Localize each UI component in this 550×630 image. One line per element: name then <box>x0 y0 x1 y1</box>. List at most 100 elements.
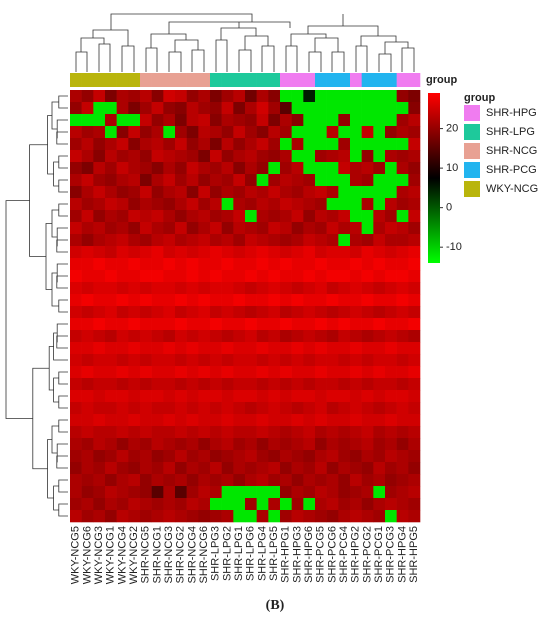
heatmap-cell <box>105 342 117 355</box>
heatmap-cell <box>256 390 269 403</box>
column-label: SHR-PCG3 <box>385 526 397 583</box>
heatmap-cell <box>385 438 397 451</box>
heatmap-cell <box>116 174 129 187</box>
heatmap-cell <box>116 510 129 523</box>
heatmap-cell <box>326 426 339 439</box>
heatmap-cell <box>361 306 374 319</box>
heatmap-cell <box>116 198 129 211</box>
heatmap-cell <box>350 114 362 127</box>
heatmap-cell <box>408 282 421 295</box>
heatmap-cell <box>93 510 106 523</box>
heatmap-cell <box>245 210 257 223</box>
heatmap-cell <box>385 198 397 211</box>
color-bar-label: 10 <box>446 162 458 174</box>
heatmap-cell <box>396 390 409 403</box>
heatmap-cell <box>116 234 129 247</box>
heatmap-cell <box>151 270 164 283</box>
heatmap-cell <box>326 318 339 331</box>
heatmap-cell <box>210 186 222 199</box>
heatmap-cell <box>268 306 281 319</box>
heatmap-cell <box>361 354 374 367</box>
heatmap-cell <box>361 234 374 247</box>
heatmap-cell <box>175 246 187 259</box>
heatmap-cell <box>151 162 164 175</box>
heatmap-cell <box>303 498 316 511</box>
heatmap-cell <box>373 174 386 187</box>
heatmap-cell <box>93 330 106 343</box>
heatmap-cell <box>315 126 327 139</box>
heatmap-cell <box>116 390 129 403</box>
heatmap-cell <box>385 330 397 343</box>
heatmap-cell <box>151 342 164 355</box>
heatmap-cell <box>326 402 339 415</box>
heatmap-cell <box>291 282 304 295</box>
dendrogram-branch <box>56 227 68 247</box>
heatmap-cell <box>233 402 246 415</box>
heatmap-cell <box>128 174 141 187</box>
heatmap-cell <box>210 438 222 451</box>
heatmap-cell <box>385 270 397 283</box>
dendrogram-branch <box>58 179 68 193</box>
heatmap-cell <box>151 462 164 475</box>
heatmap-cell <box>268 366 281 379</box>
heatmap-cell <box>198 282 211 295</box>
heatmap-cell <box>256 210 269 223</box>
heatmap-cell <box>245 102 257 115</box>
heatmap-cell <box>81 90 94 103</box>
heatmap-cell <box>116 450 129 463</box>
heatmap-cell <box>198 258 211 271</box>
heatmap-cell <box>350 234 362 247</box>
group-annotation <box>81 73 94 87</box>
heatmap-cell <box>70 450 82 463</box>
heatmap-cell <box>93 222 106 235</box>
heatmap-cell <box>291 90 304 103</box>
heatmap-cell <box>198 270 211 283</box>
heatmap-cell <box>163 270 176 283</box>
heatmap-cell <box>350 210 362 223</box>
heatmap-cell <box>350 354 362 367</box>
heatmap-cell <box>186 390 199 403</box>
heatmap-cell <box>315 402 327 415</box>
heatmap-cell <box>245 378 257 391</box>
heatmap-cell <box>151 102 164 115</box>
heatmap-cell <box>303 294 316 307</box>
heatmap-cell <box>385 114 397 127</box>
legend-swatch <box>464 181 480 197</box>
heatmap-cell <box>408 426 421 439</box>
heatmap-cell <box>408 342 421 355</box>
heatmap-cell <box>303 462 316 475</box>
heatmap-cell <box>186 210 199 223</box>
heatmap-cell <box>373 378 386 391</box>
heatmap-cell <box>140 510 152 523</box>
heatmap-cell <box>291 306 304 319</box>
heatmap-cell <box>338 486 351 499</box>
legend-label: SHR-PCG <box>486 164 537 176</box>
heatmap-cell <box>70 414 82 427</box>
heatmap-cell <box>210 162 222 175</box>
heatmap-cell <box>280 354 292 367</box>
heatmap-cell <box>93 402 106 415</box>
heatmap-cell <box>70 318 82 331</box>
heatmap-cell <box>93 474 106 487</box>
heatmap-cell <box>93 390 106 403</box>
heatmap-cell <box>291 318 304 331</box>
heatmap-cell <box>186 462 199 475</box>
group-annotation <box>280 73 292 87</box>
heatmap-cell <box>256 498 269 511</box>
heatmap-cell <box>385 102 397 115</box>
heatmap-cell <box>361 462 374 475</box>
heatmap-cell <box>116 294 129 307</box>
heatmap-cell <box>245 330 257 343</box>
heatmap-cell <box>280 402 292 415</box>
heatmap-cell <box>303 198 316 211</box>
heatmap-cell <box>93 258 106 271</box>
dendrogram-branch <box>56 443 68 463</box>
heatmap-cell <box>175 414 187 427</box>
dendrogram-branch <box>58 419 68 433</box>
dendrogram-branch <box>47 115 54 175</box>
heatmap-cell <box>385 306 397 319</box>
heatmap-cell <box>198 426 211 439</box>
heatmap-cell <box>93 198 106 211</box>
heatmap-cell <box>70 426 82 439</box>
heatmap-cell <box>385 354 397 367</box>
